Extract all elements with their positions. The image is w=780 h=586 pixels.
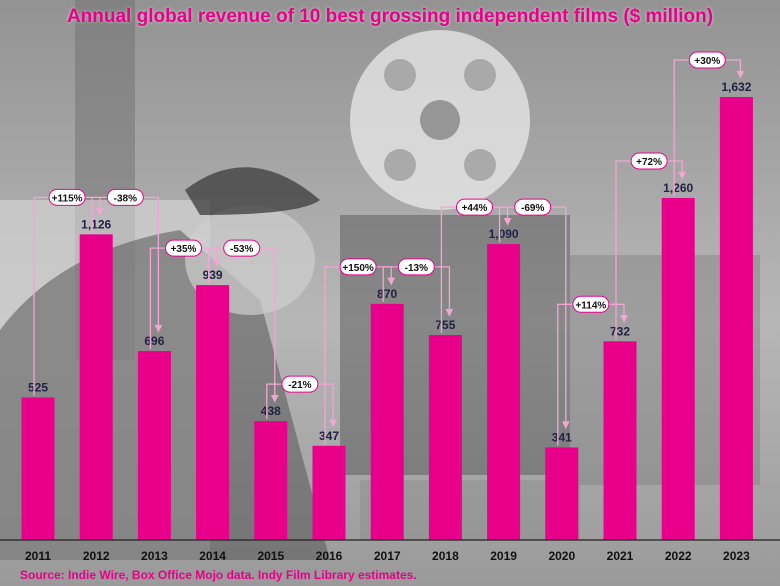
x-tick-2019: 2019: [490, 549, 517, 563]
change-label-2020: -69%: [521, 203, 544, 214]
change-connector-2017: +150%: [324, 258, 396, 444]
change-pill: [223, 239, 261, 257]
x-tick-2020: 2020: [548, 549, 575, 563]
change-label-2013: -38%: [114, 193, 137, 204]
change-label-2015: -53%: [230, 244, 253, 255]
x-tick-2015: 2015: [257, 549, 284, 563]
value-label-2020: 341: [552, 430, 572, 444]
value-label-2022: 1,260: [663, 181, 693, 195]
bar-2011: [21, 397, 55, 540]
x-tick-2011: 2011: [25, 549, 51, 563]
bar-2017: [370, 303, 404, 540]
x-tick-2013: 2013: [141, 549, 168, 563]
change-pill: [106, 188, 144, 206]
change-connector-2014: +35%: [149, 239, 221, 350]
change-label-2012: +115%: [52, 193, 83, 204]
change-connector-2012: +115%: [33, 188, 105, 396]
change-connector-2015: -53%: [207, 239, 279, 403]
value-label-2018: 755: [435, 318, 455, 332]
bar-2013: [137, 351, 171, 540]
source-note: Source: Indie Wire, Box Office Mojo data…: [20, 568, 417, 582]
value-label-2017: 870: [377, 287, 397, 301]
change-connector-2016: -21%: [266, 375, 337, 428]
change-connector-2019: +44%: [440, 198, 512, 334]
change-pill: [48, 188, 86, 206]
change-label-2023: +30%: [694, 56, 720, 67]
change-pill: [281, 375, 319, 393]
change-label-2021: +114%: [575, 300, 606, 311]
bar-2018: [428, 335, 462, 540]
change-label-2017: +150%: [342, 263, 374, 274]
change-label-2019: +44%: [462, 203, 488, 214]
change-pill: [339, 258, 377, 276]
x-tick-2014: 2014: [199, 549, 226, 563]
bar-2022: [661, 197, 695, 540]
value-label-2011: 525: [28, 380, 48, 394]
bar-2021: [603, 341, 637, 540]
change-connector-2022: +72%: [615, 152, 687, 340]
change-connector-2021: +114%: [557, 295, 628, 446]
change-pill: [397, 258, 435, 276]
change-connector-2018: -13%: [382, 258, 454, 317]
value-label-2019: 1,090: [489, 227, 519, 241]
bar-2015: [254, 421, 288, 540]
value-label-2013: 696: [144, 334, 164, 348]
change-pill: [514, 198, 552, 216]
change-pill: [688, 51, 726, 69]
bar-2012: [79, 234, 113, 540]
change-label-2022: +72%: [636, 157, 662, 168]
change-connector-2020: -69%: [498, 198, 570, 429]
value-label-2015: 438: [261, 404, 281, 418]
x-tick-2023: 2023: [723, 549, 750, 563]
change-pill: [165, 239, 202, 257]
chart-title: Annual global revenue of 10 best grossin…: [66, 6, 714, 27]
change-label-2016: -21%: [288, 380, 311, 391]
value-label-2014: 939: [203, 268, 223, 282]
value-label-2023: 1,632: [721, 80, 751, 94]
bar-2014: [196, 285, 230, 540]
x-tick-2022: 2022: [665, 549, 692, 563]
x-tick-2017: 2017: [374, 549, 401, 563]
x-tick-2016: 2016: [316, 549, 343, 563]
x-tick-2012: 2012: [83, 549, 110, 563]
x-tick-2018: 2018: [432, 549, 459, 563]
bar-2020: [545, 447, 579, 540]
x-tick-2021: 2021: [607, 549, 634, 563]
change-pill: [630, 152, 668, 170]
value-label-2021: 732: [610, 324, 630, 338]
change-label-2014: +35%: [171, 244, 197, 255]
value-label-2016: 347: [319, 429, 339, 443]
change-pill: [572, 295, 610, 313]
value-label-2012: 1,126: [81, 217, 111, 231]
change-label-2018: -13%: [405, 263, 428, 274]
bar-2016: [312, 445, 346, 540]
change-pill: [456, 198, 493, 216]
bar-2023: [719, 97, 753, 540]
change-connector-2013: -38%: [91, 188, 163, 333]
change-connector-2023: +30%: [673, 51, 745, 196]
bar-2019: [487, 244, 521, 540]
